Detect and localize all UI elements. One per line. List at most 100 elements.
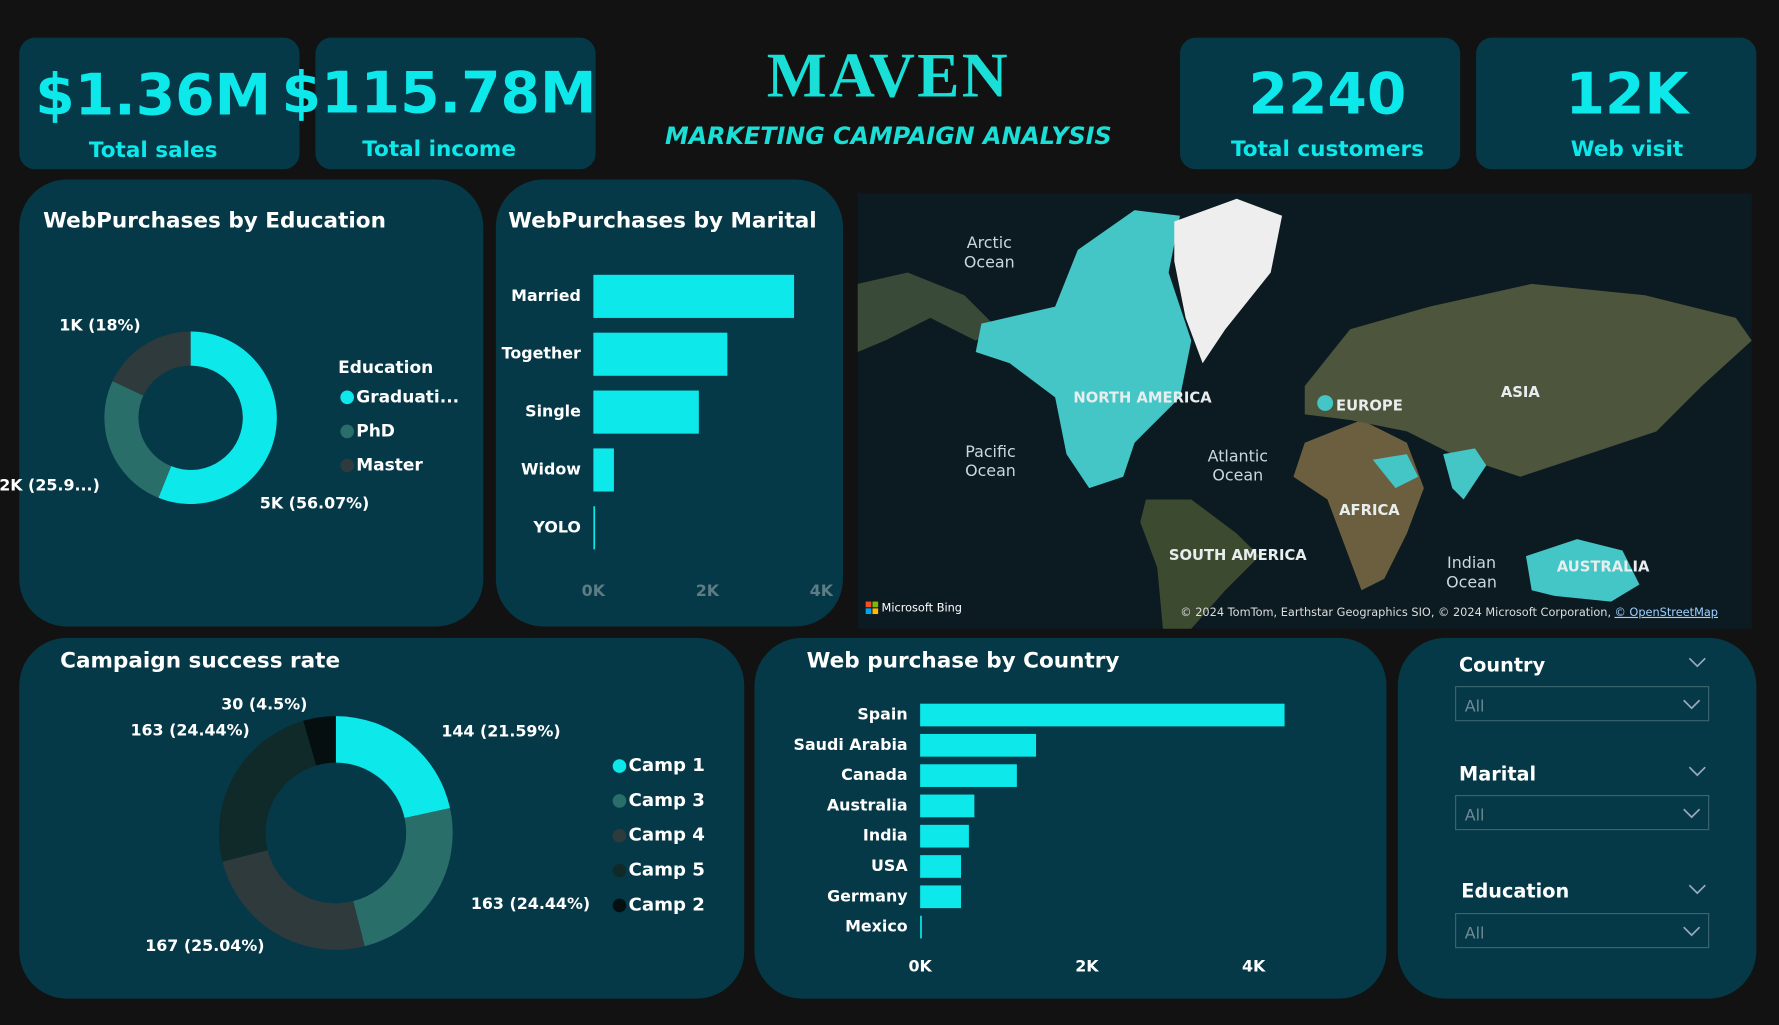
data-label: 1K (18%) xyxy=(59,315,140,334)
y-tick-label: Single xyxy=(525,402,581,421)
bar xyxy=(920,885,961,909)
legend-entry: Camp 3 xyxy=(629,790,705,811)
chevron[interactable] xyxy=(1688,766,1706,777)
y-tick-label: Together xyxy=(502,344,581,363)
legend-entry: Camp 5 xyxy=(629,860,705,881)
bar xyxy=(593,390,699,434)
kpi-label: Total income xyxy=(362,137,516,162)
map-label-line: Indian xyxy=(1447,552,1496,571)
dropdown-value[interactable]: All xyxy=(1465,697,1485,716)
x-tick-label: 0K xyxy=(582,581,606,600)
map-label-line: Ocean xyxy=(965,461,1016,480)
data-label: 167 (25.04%) xyxy=(145,936,264,955)
data-label: 2K (25.9...) xyxy=(0,475,100,494)
legend-title: Education xyxy=(338,358,433,378)
kpi-value: $1.36M xyxy=(35,63,271,129)
map: Microsoft Bing © 2024 TomTom, Earthstar … xyxy=(857,193,1752,629)
bar xyxy=(920,764,1017,787)
map-label: Arctic Ocean xyxy=(964,233,1015,271)
chart-title: Campaign success rate xyxy=(60,649,340,674)
dropdown-box[interactable] xyxy=(1455,913,1710,949)
bing-logo xyxy=(872,608,879,615)
kpi-card xyxy=(1476,37,1757,170)
kpi-card xyxy=(19,37,300,170)
dropdown[interactable]: All xyxy=(1455,657,1710,722)
y-tick-label: Mexico xyxy=(845,917,908,936)
bar xyxy=(920,824,969,848)
map-label-line: Ocean xyxy=(1446,572,1497,591)
dropdown-value[interactable]: All xyxy=(1465,805,1485,824)
dropdown[interactable]: All xyxy=(1455,884,1710,949)
map-label: ASIA xyxy=(1501,384,1540,401)
kpi-card xyxy=(1179,37,1461,170)
land-highlight xyxy=(975,210,1192,489)
dropdown-box[interactable] xyxy=(1455,686,1710,722)
x-tick-label: 2K xyxy=(1075,956,1099,975)
map-link[interactable]: © OpenStreetMap xyxy=(1614,605,1718,619)
legend-swatch xyxy=(340,424,354,439)
land xyxy=(1140,499,1260,629)
map-label: Pacific Ocean xyxy=(965,441,1016,479)
chevron[interactable] xyxy=(1688,884,1706,895)
kpi-value: 12K xyxy=(1566,61,1691,127)
kpi-label: Total sales xyxy=(89,138,218,163)
legend-entry: PhD xyxy=(356,421,395,441)
y-tick-label: Germany xyxy=(827,886,908,905)
y-tick-label: India xyxy=(863,826,908,845)
map-label-line: Arctic xyxy=(967,233,1012,252)
map-attribution: © 2024 TomTom, Earthstar Geographics SIO… xyxy=(1180,605,1611,619)
chevron[interactable] xyxy=(1683,926,1701,937)
kpi-value: $115.78M xyxy=(282,60,597,126)
land xyxy=(1304,283,1752,477)
data-label: 163 (24.44%) xyxy=(130,720,249,739)
legend-entry: Camp 1 xyxy=(629,755,705,776)
donut-segment xyxy=(222,850,365,950)
dropdown[interactable]: All xyxy=(1455,766,1710,831)
donut-segment xyxy=(303,716,336,766)
chevron[interactable] xyxy=(1683,808,1701,819)
kpi-label: Total customers xyxy=(1231,137,1424,162)
bar xyxy=(593,506,596,550)
legend-swatch xyxy=(612,828,627,843)
land-highlight xyxy=(1372,454,1419,489)
bing-logo xyxy=(865,601,872,608)
y-tick-label: Saudi Arabia xyxy=(794,735,908,754)
y-tick-label: Canada xyxy=(841,765,907,784)
map-label-line: Ocean xyxy=(964,252,1015,271)
bar xyxy=(593,274,795,318)
filter-label: Country xyxy=(1459,654,1546,677)
donut-segment xyxy=(158,331,277,504)
panel xyxy=(19,637,745,999)
y-tick-label: Widow xyxy=(521,459,581,478)
map-label: SOUTH AMERICA xyxy=(1169,547,1307,564)
subtitle: MARKETING CAMPAIGN ANALYSIS xyxy=(665,122,1112,150)
legend-swatch xyxy=(340,390,354,405)
kpi-value: 2240 xyxy=(1249,61,1407,127)
donut-segment xyxy=(112,331,191,396)
legend-swatch xyxy=(612,898,627,913)
y-tick-label: YOLO xyxy=(532,517,580,536)
map-label: Indian Ocean xyxy=(1446,552,1497,590)
donut-segment xyxy=(218,720,317,862)
y-tick-label: Married xyxy=(511,286,581,305)
x-tick-label: 4K xyxy=(1242,956,1266,975)
kpi-label: Web visit xyxy=(1571,137,1683,162)
legend-swatch xyxy=(612,863,627,878)
bar xyxy=(920,703,1285,727)
chevron[interactable] xyxy=(1683,699,1701,710)
data-label: 5K (56.07%) xyxy=(260,493,370,512)
legend-swatch xyxy=(612,759,627,773)
bar xyxy=(593,448,614,492)
map-label-line: Atlantic xyxy=(1208,446,1268,465)
dropdown-value[interactable]: All xyxy=(1465,923,1485,942)
chart-title: WebPurchases by Marital xyxy=(508,208,816,233)
chevron[interactable] xyxy=(1688,657,1706,668)
map-label-line: Pacific xyxy=(965,441,1015,460)
dropdown-box[interactable] xyxy=(1455,795,1710,831)
map-label: AUSTRALIA xyxy=(1557,559,1650,576)
chart-title: Web purchase by Country xyxy=(807,649,1120,674)
filter-label: Marital xyxy=(1459,763,1536,786)
map-label: AFRICA xyxy=(1339,502,1400,519)
y-tick-label: Australia xyxy=(827,795,908,814)
